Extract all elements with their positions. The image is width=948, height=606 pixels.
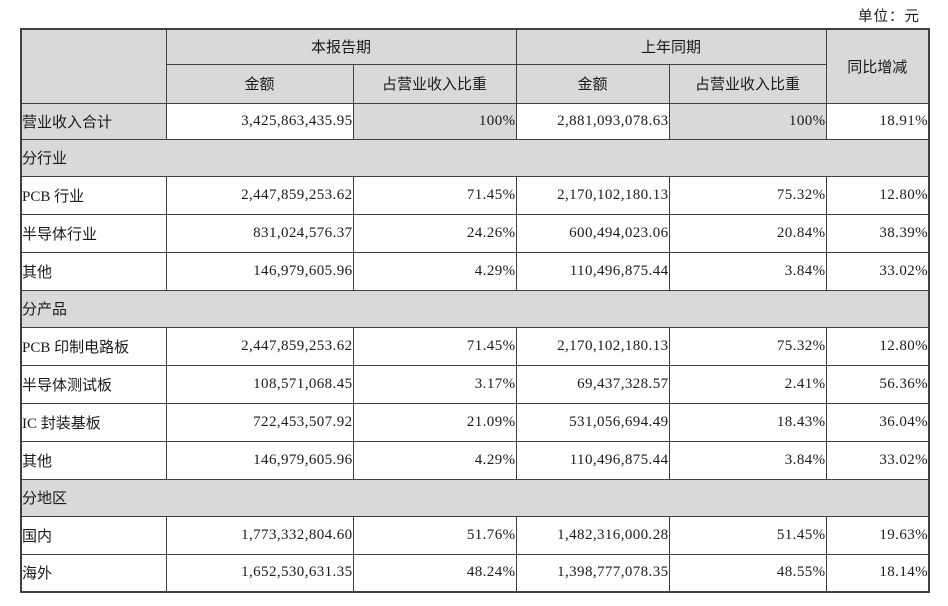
header-current-period: 本报告期: [165, 28, 517, 65]
prior-share-cell: 20.84%: [668, 213, 827, 253]
yoy-change-cell: 33.02%: [825, 440, 930, 480]
prior-amount-cell: 110,496,875.44: [515, 440, 670, 480]
prior-amount-cell: 2,170,102,180.13: [515, 326, 670, 366]
table-row: 其他 146,979,605.96 4.29% 110,496,875.44 3.84%…: [20, 440, 930, 480]
prior-amount-cell: 600,494,023.06: [515, 213, 670, 253]
table-row: IC 封装基板 722,453,507.92 21.09% 531,056,694.4…: [20, 402, 930, 442]
header-current-amount: 金额: [165, 63, 354, 104]
table-row: PCB 印制电路板 2,447,859,253.62 71.45% 2,170,102…: [20, 326, 930, 366]
current-share-cell: 71.45%: [352, 326, 517, 366]
header-prior-period: 上年同期: [515, 28, 827, 65]
prior-amount-cell: 531,056,694.49: [515, 402, 670, 442]
yoy-change-cell: 12.80%: [825, 326, 930, 366]
current-amount-cell: 1,773,332,804.60: [165, 515, 354, 555]
prior-amount-cell: 110,496,875.44: [515, 251, 670, 291]
current-amount-cell: 2,447,859,253.62: [165, 326, 354, 366]
prior-amount-cell: 69,437,328.57: [515, 364, 670, 404]
section-row: 分地区: [20, 478, 930, 517]
corner-empty-cell: [20, 28, 167, 104]
yoy-change-cell: 19.63%: [825, 515, 930, 555]
yoy-change-cell: 36.04%: [825, 402, 930, 442]
header-current-share: 占营业收入比重: [352, 63, 517, 104]
current-share-cell: 3.17%: [352, 364, 517, 404]
current-share-cell: 24.26%: [352, 213, 517, 253]
row-label-cell: 海外: [20, 553, 167, 593]
current-share-cell: 21.09%: [352, 402, 517, 442]
table-row: 营业收入合计 3,425,863,435.95 100% 2,881,093,078.…: [20, 102, 930, 140]
row-label-cell: PCB 印制电路板: [20, 326, 167, 366]
header-prior-share: 占营业收入比重: [668, 63, 827, 104]
prior-share-cell: 75.32%: [668, 175, 827, 215]
unit-label: 单位：元: [858, 9, 920, 25]
table-row: 半导体行业 831,024,576.37 24.26% 600,494,023.06 2…: [20, 213, 930, 253]
current-amount-cell: 3,425,863,435.95: [165, 102, 354, 140]
prior-share-cell: 18.43%: [668, 402, 827, 442]
header-prior-amount: 金额: [515, 63, 670, 104]
yoy-change-cell: 18.14%: [825, 553, 930, 593]
row-label-cell: 其他: [20, 251, 167, 291]
current-amount-cell: 2,447,859,253.62: [165, 175, 354, 215]
header-row-columns: 金额 占营业收入比重 金额 占营业收入比重: [21, 63, 929, 104]
header-row-groups: 本报告期 上年同期 同比增减: [20, 28, 930, 104]
yoy-change-cell: 33.02%: [825, 251, 930, 291]
row-label-cell: 营业收入合计: [20, 102, 167, 140]
current-share-cell: 48.24%: [352, 553, 517, 593]
current-share-cell: 4.29%: [352, 440, 517, 480]
section-label: 分地区: [20, 478, 930, 517]
table-row: 海外 1,652,530,631.35 48.24% 1,398,777,078.35…: [20, 553, 930, 593]
prior-share-cell: 48.55%: [668, 553, 827, 593]
current-amount-cell: 722,453,507.92: [165, 402, 354, 442]
header-yoy-change: 同比增减: [825, 28, 930, 104]
table-row: 国内 1,773,332,804.60 51.76% 1,482,316,000.28…: [20, 515, 930, 555]
table-row: 半导体测试板 108,571,068.45 3.17% 69,437,328.57 2.…: [20, 364, 930, 404]
row-label-cell: PCB 行业: [20, 175, 167, 215]
prior-amount-cell: 2,881,093,078.63: [515, 102, 670, 140]
section-row: 分行业: [20, 138, 930, 177]
section-label: 分行业: [20, 138, 930, 177]
section-label: 分产品: [20, 289, 930, 328]
prior-share-cell: 2.41%: [668, 364, 827, 404]
prior-amount-cell: 1,482,316,000.28: [515, 515, 670, 555]
yoy-change-cell: 38.39%: [825, 213, 930, 253]
prior-share-cell: 3.84%: [668, 251, 827, 291]
current-share-cell: 71.45%: [352, 175, 517, 215]
prior-share-cell: 100%: [668, 102, 827, 140]
row-label-cell: 半导体行业: [20, 213, 167, 253]
current-amount-cell: 831,024,576.37: [165, 213, 354, 253]
current-amount-cell: 1,652,530,631.35: [165, 553, 354, 593]
current-amount-cell: 146,979,605.96: [165, 440, 354, 480]
current-amount-cell: 146,979,605.96: [165, 251, 354, 291]
yoy-change-cell: 18.91%: [825, 102, 930, 140]
row-label-cell: 国内: [20, 515, 167, 555]
revenue-breakdown-table: 本报告期 上年同期 同比增减 金额 占营业收入比重 金额 占营业收入比重 营业收…: [20, 28, 931, 593]
current-share-cell: 100%: [352, 102, 517, 140]
row-label-cell: 其他: [20, 440, 167, 480]
prior-amount-cell: 1,398,777,078.35: [515, 553, 670, 593]
table-body: 营业收入合计 3,425,863,435.95 100% 2,881,093,078.…: [20, 102, 930, 593]
table-row: 其他 146,979,605.96 4.29% 110,496,875.44 3.84%…: [20, 251, 930, 291]
current-amount-cell: 108,571,068.45: [165, 364, 354, 404]
row-label-cell: IC 封装基板: [20, 402, 167, 442]
row-label-cell: 半导体测试板: [20, 364, 167, 404]
prior-share-cell: 3.84%: [668, 440, 827, 480]
prior-amount-cell: 2,170,102,180.13: [515, 175, 670, 215]
yoy-change-cell: 12.80%: [825, 175, 930, 215]
current-share-cell: 51.76%: [352, 515, 517, 555]
section-row: 分产品: [20, 289, 930, 328]
table-row: PCB 行业 2,447,859,253.62 71.45% 2,170,102,18…: [20, 175, 930, 215]
prior-share-cell: 51.45%: [668, 515, 827, 555]
current-share-cell: 4.29%: [352, 251, 517, 291]
yoy-change-cell: 56.36%: [825, 364, 930, 404]
prior-share-cell: 75.32%: [668, 326, 827, 366]
